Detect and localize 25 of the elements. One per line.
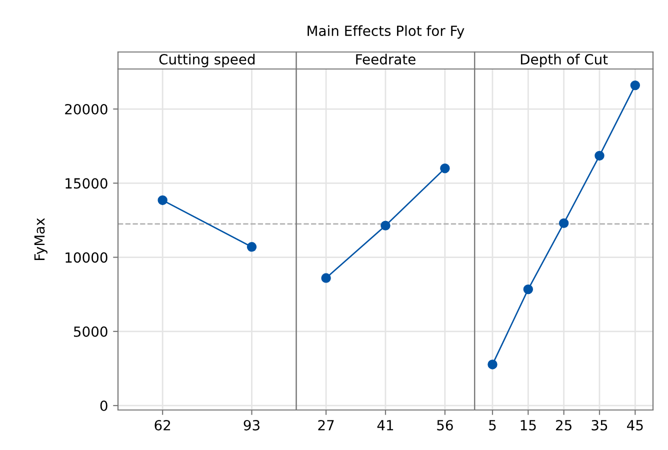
chart-title: Depth of Cut	[520, 54, 608, 68]
x-tick-label: 25	[556, 420, 572, 430]
y-tick-label: 10000	[66, 252, 108, 263]
text: Main Effects Plot for Fy	[308, 25, 464, 39]
x-tick-label: 62	[154, 420, 170, 430]
x-tick-label: 56	[437, 420, 453, 430]
point	[594, 150, 604, 161]
x-tick-label: 35	[592, 420, 608, 430]
y-tick-label: 15000	[66, 178, 108, 189]
x-tick-label: 93	[244, 420, 260, 430]
point	[630, 80, 640, 90]
x-tick-label: 15	[520, 420, 536, 430]
x-tick-label: 5	[489, 420, 496, 430]
y-tick-label: 5000	[74, 326, 108, 337]
x-tick-label: 45	[627, 420, 643, 430]
point	[558, 218, 569, 228]
y-tick-label: 20000	[65, 104, 108, 115]
chart-title: Cutting speed	[159, 54, 255, 68]
point	[488, 360, 498, 370]
y-tick-label: 0	[100, 400, 108, 412]
x-tick-label: 27	[318, 420, 334, 430]
point	[523, 284, 534, 294]
chart-title: Feedrate	[356, 54, 416, 65]
y-axis-title: FyMax	[34, 218, 48, 260]
x-tick-label: 41	[377, 420, 394, 430]
